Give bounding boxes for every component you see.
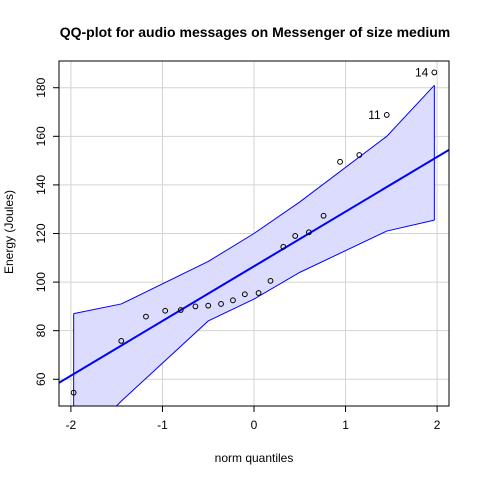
data-point [205, 302, 212, 309]
data-point [118, 337, 125, 344]
point-label: 14 [415, 65, 429, 79]
data-point [192, 303, 199, 310]
reference-line [59, 149, 449, 384]
data-point [280, 243, 287, 250]
y-axis: 60 80 100 120 140 160 180 [34, 77, 59, 386]
point-label: 11 [368, 108, 381, 122]
chart-title: QQ-plot for audio messages on Messenger … [60, 24, 451, 40]
x-tick-label: 0 [251, 418, 258, 432]
y-tick-label: 140 [34, 175, 48, 195]
x-axis-label: norm quantiles [215, 451, 294, 465]
x-axis: -2 -1 0 1 2 [66, 406, 441, 432]
point-labels: 11 14 [368, 65, 428, 122]
y-tick-label: 160 [34, 126, 48, 146]
data-point [383, 112, 390, 118]
y-axis-label: Energy (Joules) [2, 190, 16, 274]
data-point [267, 277, 274, 284]
x-tick-label: 2 [434, 418, 441, 432]
data-point [241, 291, 248, 298]
y-tick-label: 60 [34, 372, 48, 386]
y-tick-label: 100 [34, 272, 48, 292]
data-point [177, 307, 184, 313]
band-upper-edge [73, 84, 435, 315]
data-point [431, 69, 438, 76]
data-point [306, 229, 312, 236]
data-point [162, 307, 169, 314]
x-tick-label: -2 [66, 418, 77, 432]
band-fill [73, 85, 435, 406]
data-point [320, 212, 327, 219]
confidence-band [73, 84, 435, 406]
data-point [218, 301, 224, 307]
x-tick-label: -1 [157, 418, 168, 432]
data-point [70, 389, 77, 396]
y-tick-label: 120 [34, 223, 48, 243]
data-points [70, 69, 438, 396]
data-point [292, 233, 299, 239]
y-tick-label: 180 [34, 77, 48, 97]
data-point [337, 158, 343, 165]
reference-line-group [59, 149, 449, 384]
x-tick-label: 1 [342, 418, 349, 432]
data-point [255, 290, 262, 296]
data-point [356, 152, 363, 158]
y-tick-label: 80 [34, 324, 48, 338]
data-point [143, 313, 149, 320]
data-point [230, 297, 236, 304]
band-lower-edge [115, 219, 435, 406]
